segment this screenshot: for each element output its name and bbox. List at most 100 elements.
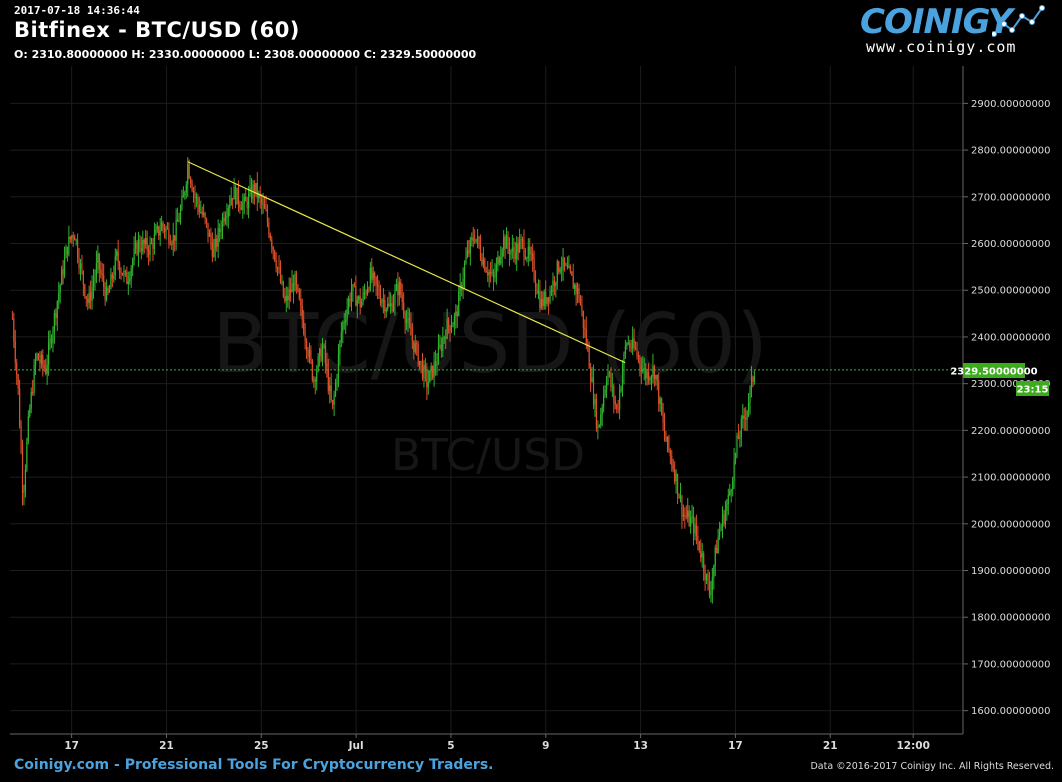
countdown-badge <box>1016 381 1049 396</box>
candle-body <box>732 481 734 490</box>
candle-body <box>366 289 369 295</box>
candle-body <box>430 365 432 371</box>
candle-body <box>149 243 151 255</box>
candle-body <box>272 247 274 251</box>
footer-tagline[interactable]: Coinigy.com - Professional Tools For Cry… <box>14 757 494 773</box>
candle-body <box>742 415 744 420</box>
candle-body <box>353 284 355 286</box>
candle-body <box>665 436 667 442</box>
candle-body <box>607 372 609 383</box>
candle-body <box>295 274 298 286</box>
x-tick-label: 9 <box>542 740 549 752</box>
candle-body <box>192 191 195 193</box>
y-tick-label: 2400.00000000 <box>971 332 1051 343</box>
candle-body <box>408 318 411 326</box>
candle-body <box>534 279 537 288</box>
candle-body <box>459 284 461 292</box>
x-axis: 17 21 25 Jul 5 9 13 17 21 12:00 <box>64 734 930 752</box>
candle-body <box>511 247 513 251</box>
candle-body <box>317 355 319 371</box>
candle-body <box>516 243 518 260</box>
candle-body <box>697 535 699 541</box>
timestamp: 2017-07-18 14:36:44 <box>14 4 140 17</box>
candle-body <box>88 292 90 304</box>
candle-body <box>53 312 55 332</box>
candle-body <box>488 271 490 276</box>
candle-body <box>605 382 608 390</box>
candle-body <box>391 303 393 311</box>
y-tick-label: 1700.00000000 <box>971 659 1051 670</box>
candle-body <box>692 516 695 534</box>
candle-body <box>346 308 348 321</box>
candle-body <box>733 459 735 482</box>
candle-body <box>214 238 216 249</box>
candle-body <box>646 371 648 379</box>
candle-body <box>752 376 754 382</box>
candle-body <box>397 284 399 296</box>
candle-body <box>127 281 129 284</box>
candle-body <box>558 261 560 272</box>
candle-body <box>49 338 51 343</box>
candle-body <box>717 536 719 554</box>
candle-body <box>653 366 655 379</box>
candle-body <box>603 395 605 408</box>
candle-body <box>40 354 42 363</box>
candle-body <box>285 295 287 301</box>
candle-body <box>405 320 408 323</box>
last-price-marker: 2329.50000000 23:15 <box>950 363 1049 396</box>
candle-body <box>262 203 264 205</box>
coinigy-logo[interactable]: COINIGY www.coinigy.com <box>860 0 1050 60</box>
ohlc-readout: O: 2310.80000000 H: 2330.00000000 L: 230… <box>14 48 477 61</box>
candle-body <box>95 262 98 276</box>
candle-body <box>620 387 622 392</box>
candle-body <box>592 377 595 405</box>
candle-body <box>543 291 545 307</box>
candle-body <box>326 363 328 369</box>
candle-body <box>355 285 357 306</box>
candle-body <box>594 399 596 405</box>
candle-body <box>358 296 360 300</box>
candle-body <box>388 303 390 307</box>
candle-body <box>539 290 541 309</box>
candle-body <box>268 222 270 235</box>
candle-body <box>281 281 283 283</box>
candle-body <box>75 239 77 241</box>
candle-body <box>526 258 528 260</box>
candle-body <box>20 426 22 452</box>
x-tick-label: 17 <box>64 740 79 752</box>
candle-body <box>71 235 73 240</box>
candle-body <box>276 267 279 269</box>
candle-body <box>604 389 606 396</box>
candle-body <box>197 197 199 205</box>
candle-body <box>211 242 213 257</box>
candle-body <box>484 259 486 271</box>
candle-body <box>103 275 105 287</box>
candle-body <box>478 236 480 246</box>
candle-body <box>150 242 153 244</box>
candle-body <box>17 374 19 389</box>
candle-body <box>146 237 148 251</box>
candle-body <box>608 372 611 374</box>
candle-body <box>394 290 396 304</box>
candle-body <box>188 164 190 179</box>
candle-body <box>369 267 371 290</box>
candle-body <box>163 227 166 232</box>
candle-body <box>658 380 660 404</box>
y-tick-label: 2700.00000000 <box>971 192 1051 203</box>
candle-body <box>482 259 484 265</box>
candle-body <box>723 514 725 525</box>
candle-body <box>647 371 650 381</box>
candle-body <box>340 332 342 342</box>
candle-body <box>298 289 300 300</box>
y-axis: 1600.00000000 1700.00000000 1800.00000000 1… <box>963 99 1051 717</box>
candle-body <box>137 239 140 255</box>
candle-body <box>514 252 516 260</box>
candle-body <box>240 207 242 210</box>
candle-body <box>749 387 751 403</box>
candle-body <box>347 298 350 309</box>
candle-body <box>329 385 331 391</box>
candle-body <box>55 312 57 319</box>
last-price-badge <box>963 363 1025 378</box>
candle-body <box>236 187 238 205</box>
